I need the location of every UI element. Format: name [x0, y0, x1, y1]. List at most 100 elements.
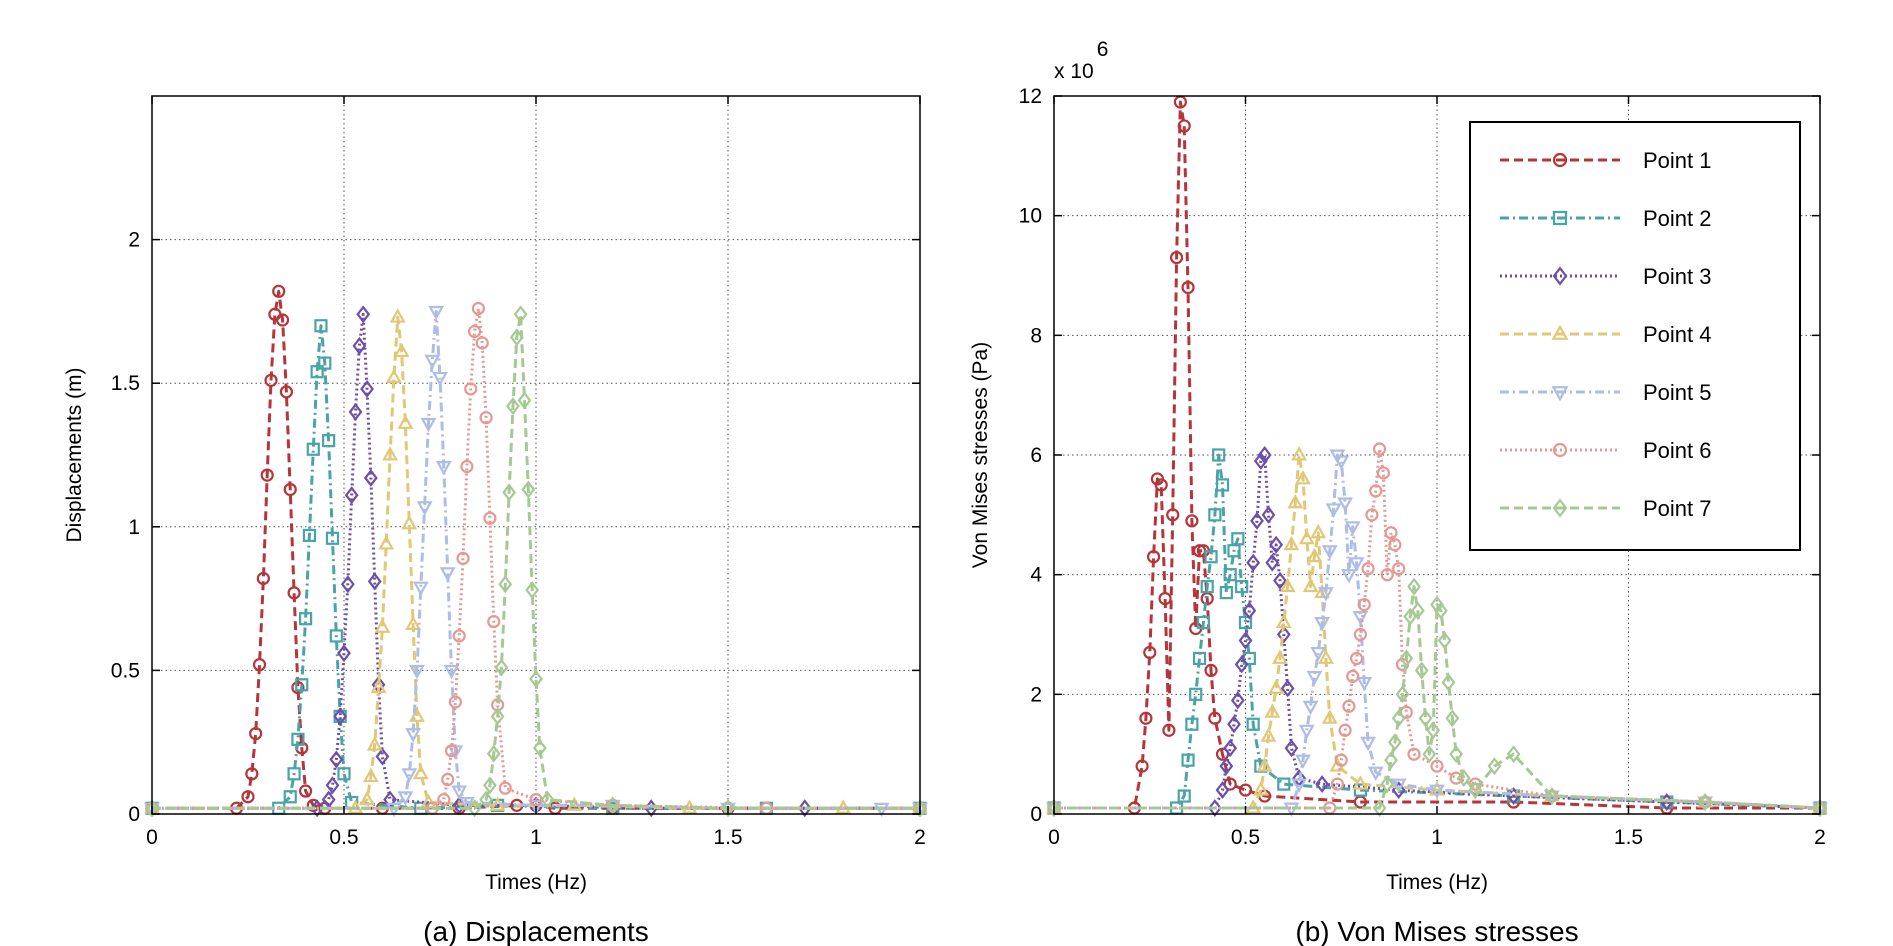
panel-b-series-3-point — [1230, 691, 1245, 710]
panel-a-series-5-line — [152, 309, 920, 810]
panel-a-series-6-point — [460, 459, 474, 474]
legend-box — [1469, 121, 1801, 551]
panel-b-series-5-point — [1321, 545, 1338, 560]
panel-b-series-1-point — [1238, 783, 1253, 797]
panel-b-series-1-point — [1185, 514, 1199, 528]
panel-a-series-7-point — [483, 776, 497, 795]
panel-a-series-2-point — [299, 612, 313, 626]
panel-a-series-1-point — [291, 681, 305, 695]
panel-a-series-1-point — [249, 726, 263, 741]
panel-a-series-3-point — [363, 469, 378, 487]
panel-a-series-2-point — [310, 365, 324, 379]
legend-label: Point 3 — [1643, 264, 1712, 289]
panel-a-x-tick-label: 2 — [914, 826, 926, 849]
panel-b-series-2-point — [1246, 717, 1260, 731]
panel-a-series-6-point — [487, 614, 501, 629]
panel-b-series-4-point — [1318, 649, 1334, 664]
panel-b-series-1-point — [1204, 663, 1218, 678]
panel-a-series-3-point — [344, 486, 359, 505]
panel-a-series-6-point — [456, 551, 470, 565]
panel-b-series-2-point — [1204, 550, 1218, 564]
panel-a-series-5-point — [397, 791, 414, 806]
panel-b-ylabel: Von Mises stresses (Pa) — [969, 342, 992, 568]
panel-a-series-6-point — [464, 382, 478, 396]
panel-a-y-tick-label: 1 — [128, 516, 140, 539]
panel-b-series-7-point — [1395, 685, 1410, 704]
panel-b-series-2-point — [1219, 586, 1233, 600]
panel-b-series-1-point — [1139, 711, 1153, 725]
panel-b-series-7-point — [1441, 673, 1456, 692]
panel-b-series-7-point — [1407, 577, 1421, 596]
panel-a-series-7-point — [521, 480, 536, 499]
panel-b-series-3-point — [1284, 739, 1299, 758]
panel-a-series-1-point — [264, 373, 278, 387]
panel-b-series-4-point — [1260, 727, 1277, 742]
panel-b-series-3-point — [1219, 757, 1234, 776]
panel-b-series-5-point — [1340, 569, 1357, 584]
legend-label: Point 2 — [1643, 206, 1712, 231]
panel-b-xlabel: Times (Hz) — [1386, 871, 1488, 894]
panel-a-series-4-point — [374, 618, 391, 633]
panel-b-series-2-point — [1254, 759, 1268, 773]
panel-a-series-7-point — [498, 575, 513, 594]
panel-a-series-5-point — [424, 354, 441, 370]
panel-a-series-7-point — [525, 581, 540, 599]
panel-b-series-5-point — [1348, 557, 1365, 572]
panel-b-series-3-point — [1315, 775, 1329, 794]
panel-b-series-2-point — [1189, 687, 1203, 701]
panel-a-series-1-point — [245, 767, 259, 781]
panel-b-y-tick-label: 12 — [1019, 85, 1042, 108]
panel-a-series-1-point — [275, 313, 290, 327]
panel-b-y-tick-label: 0 — [1030, 803, 1042, 826]
panel-b-series-3-point — [1276, 625, 1291, 644]
panel-a-series-4-point — [359, 790, 375, 806]
panel-a-axes-box — [151, 95, 921, 815]
panel-b-series-5-point — [1306, 670, 1323, 686]
panel-a-series-4-point — [382, 446, 398, 461]
panel-a-series-7-point — [509, 328, 524, 347]
panel-b-series-7-point — [1426, 721, 1441, 740]
panel-b-series-2-point — [1212, 448, 1226, 462]
panel-a-x-tick-label: 0.5 — [329, 826, 358, 849]
panel-a-series-4-point — [397, 414, 414, 429]
legend-label: Point 4 — [1643, 322, 1712, 347]
panel-b-series-1-point — [1177, 119, 1191, 133]
panel-a-series-5-point — [420, 417, 437, 433]
panel-a-x-tick-label: 1 — [530, 826, 542, 849]
panel-b-series-7-point — [1372, 799, 1387, 817]
panel-a-series-1-point — [299, 784, 313, 798]
legend-swatch-marker — [1552, 152, 1568, 168]
panel-a-series-7-point — [486, 744, 501, 763]
panel-a-series-5-point — [435, 460, 452, 476]
panel-a-series-4-point — [489, 796, 506, 811]
panel-a-series-6-point — [467, 324, 482, 339]
panel-a-series-5-point — [451, 785, 468, 800]
panel-b-series-5-point — [1314, 617, 1331, 632]
panel-a-series-6-point — [441, 772, 455, 787]
panel-b-series-7-point — [1449, 745, 1464, 764]
legend-swatch-marker — [1551, 324, 1569, 340]
panel-a-ylabel: Displacements (m) — [63, 367, 86, 542]
panel-b-series-3-point — [1253, 452, 1268, 470]
panel-b-series-4-point — [1295, 470, 1311, 485]
panel-b-series-5-point — [1367, 766, 1384, 781]
panel-b-series-2-point — [1223, 568, 1237, 582]
panel-a-series-7-point — [502, 483, 517, 502]
panel-b-series-6-point — [1372, 442, 1387, 456]
panel-a-series-2-point — [337, 767, 351, 781]
panel-a-series-4-point — [409, 707, 425, 722]
panel-a-series-1-point — [252, 658, 267, 672]
panel-a-series-7-line — [152, 312, 920, 810]
panel-b-series-6-point — [1407, 747, 1421, 761]
panel-b-x-tick-label: 1 — [1431, 826, 1443, 849]
panel-b-y-tick-label: 2 — [1030, 683, 1042, 706]
panel-a-series-7-point — [540, 790, 555, 809]
panel-b-series-7-point — [1422, 745, 1437, 764]
panel-a-series-4-point — [370, 678, 387, 694]
panel-a-series-6-point — [498, 781, 512, 795]
panel-b-series-4-point — [1283, 535, 1300, 551]
panel-b-series-3-point — [1246, 553, 1261, 572]
panel-a-series-3-point — [360, 379, 374, 398]
panel-a-series-3-point — [375, 747, 390, 766]
panel-b-series-3-point — [1234, 655, 1249, 674]
